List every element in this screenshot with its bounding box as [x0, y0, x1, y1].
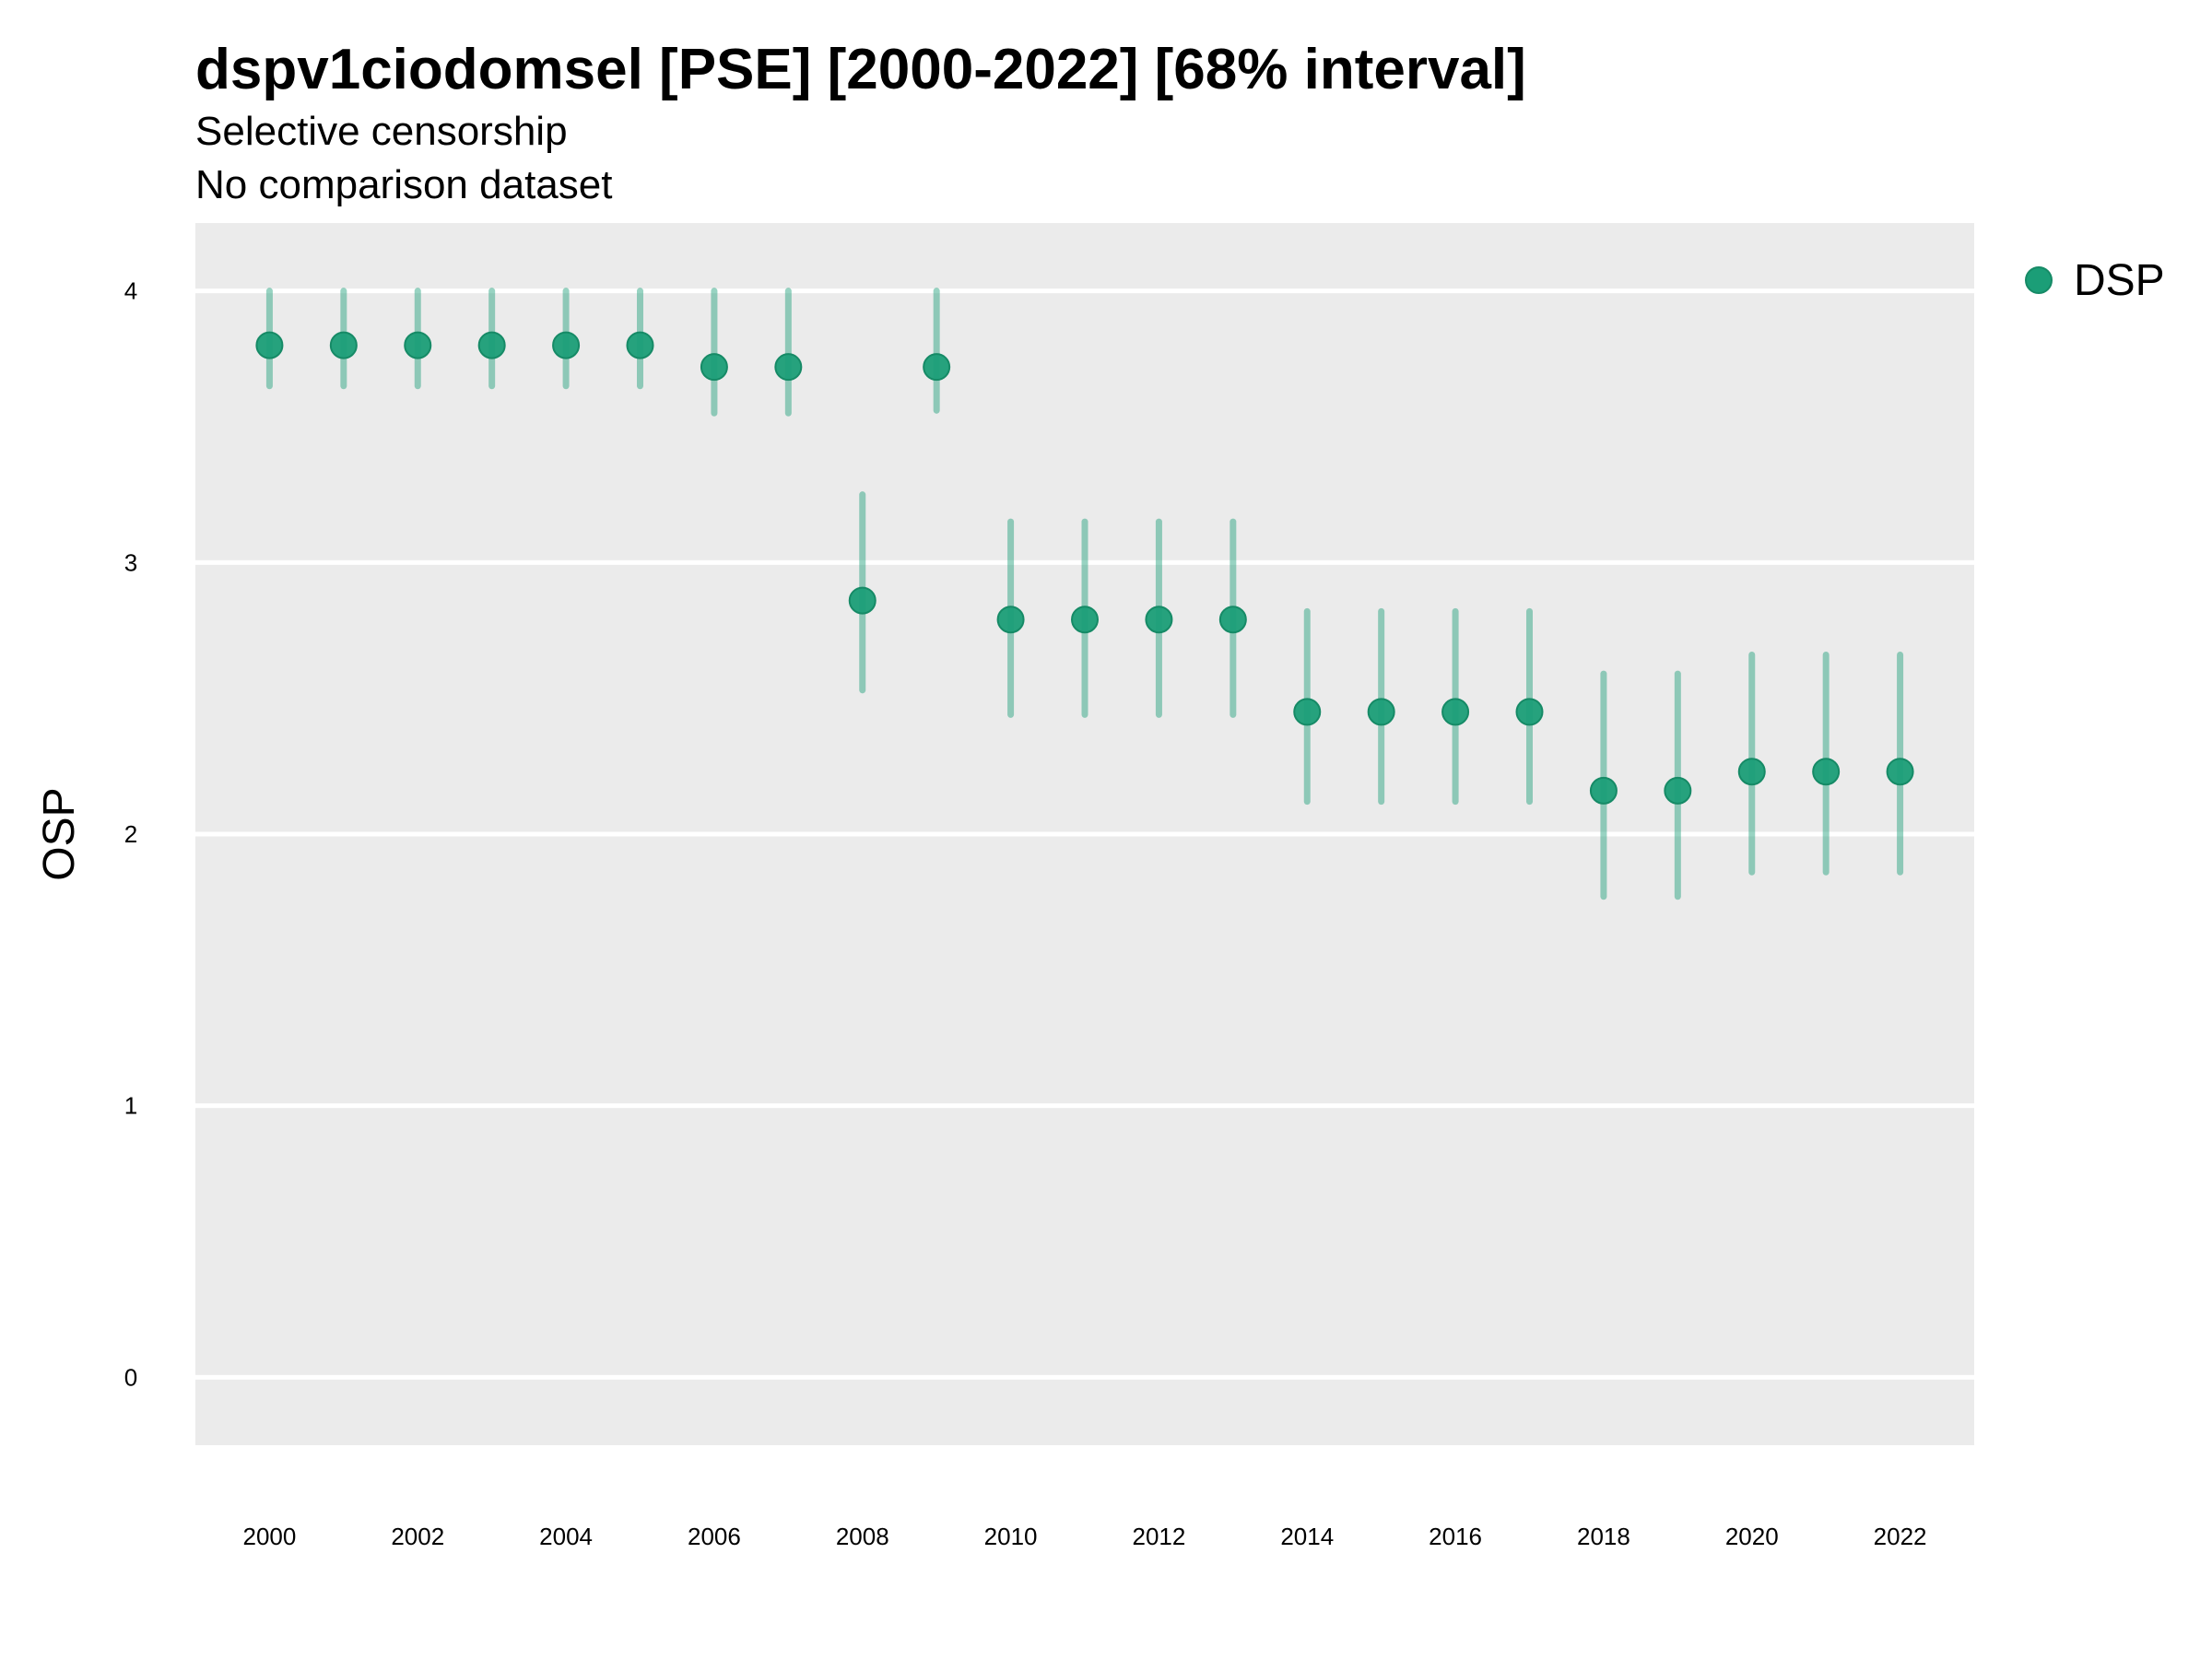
- data-point: [1071, 606, 1099, 634]
- y-tick-label: 4: [124, 277, 137, 305]
- data-point: [626, 331, 654, 359]
- data-point: [923, 353, 951, 382]
- data-points: [255, 331, 1914, 805]
- data-point: [255, 331, 284, 359]
- data-point: [848, 586, 877, 615]
- y-axis-ticks: 0 1 2 3 4: [124, 277, 137, 1392]
- data-point: [1145, 606, 1173, 634]
- legend-label-dsp: DSP: [2074, 256, 2165, 305]
- x-tick-label: 2014: [1280, 1523, 1334, 1550]
- x-tick-label: 2018: [1577, 1523, 1630, 1550]
- data-point: [404, 331, 432, 359]
- data-point: [996, 606, 1025, 634]
- legend-key-dsp: [2025, 266, 2053, 294]
- legend: DSP: [2025, 256, 2165, 305]
- chart-title: dspv1ciodomsel [PSE] [2000-2022] [68% in…: [195, 38, 1526, 101]
- data-point: [1218, 606, 1247, 634]
- y-tick-label: 3: [124, 548, 137, 576]
- data-point: [1441, 698, 1470, 726]
- y-axis-label: OSP: [35, 787, 84, 880]
- data-point: [552, 331, 581, 359]
- x-tick-label: 2002: [391, 1523, 444, 1550]
- chart-subtitle-2: No comparison dataset: [195, 162, 612, 207]
- data-point: [1812, 758, 1841, 786]
- x-tick-label: 2004: [539, 1523, 593, 1550]
- data-point: [700, 353, 728, 382]
- data-point: [1737, 758, 1766, 786]
- data-point: [1367, 698, 1395, 726]
- data-point: [1515, 698, 1544, 726]
- x-tick-label: 2010: [984, 1523, 1038, 1550]
- x-tick-label: 2016: [1429, 1523, 1482, 1550]
- data-point: [477, 331, 506, 359]
- y-tick-label: 0: [124, 1363, 137, 1391]
- grid-lines: [195, 288, 1974, 1380]
- x-tick-label: 2020: [1725, 1523, 1779, 1550]
- data-point: [1664, 776, 1692, 805]
- y-tick-label: 2: [124, 820, 137, 848]
- x-tick-label: 2022: [1874, 1523, 1927, 1550]
- y-tick-label: 1: [124, 1092, 137, 1120]
- data-point: [329, 331, 358, 359]
- x-tick-label: 2006: [688, 1523, 741, 1550]
- data-point: [1293, 698, 1322, 726]
- x-tick-label: 2000: [242, 1523, 296, 1550]
- chart-subtitle: Selective censorship: [195, 109, 568, 154]
- x-axis-ticks: 2000 2002 2004 2006 2008 2010 2012 2014 2016 2018…: [242, 1523, 1926, 1550]
- data-point: [774, 353, 803, 382]
- x-tick-label: 2012: [1132, 1523, 1185, 1550]
- x-tick-label: 2008: [836, 1523, 889, 1550]
- data-point: [1886, 758, 1914, 786]
- data-point: [1589, 776, 1618, 805]
